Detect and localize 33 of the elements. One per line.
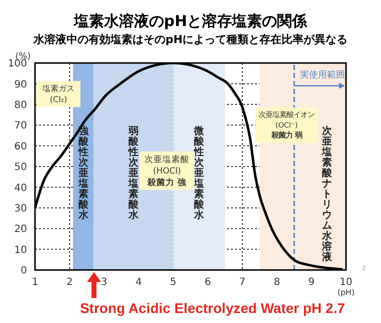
x-tick-label: 1 — [32, 277, 38, 288]
annotation: Strong Acidic Electrolyzed Water pH 2.7 — [78, 300, 345, 316]
y-tick-label: 80 — [14, 100, 27, 111]
y-tick-label: 20 — [14, 224, 27, 236]
y-tick-label: 40 — [14, 182, 27, 194]
text: 微酸性次亜塩素酸水 — [194, 126, 204, 222]
y-tick-label: 60 — [14, 141, 27, 152]
x-tick-label: 4 — [135, 277, 142, 288]
x-tick-label: 5 — [170, 277, 176, 288]
x-tick-label: 9 — [308, 277, 315, 288]
y-tick-label: 0 — [20, 266, 27, 277]
x-tick-label: 7 — [239, 277, 246, 288]
chart-title: 塩素水溶液のpHと溶存塩素の関係 — [72, 12, 308, 31]
x-tick-label: 8 — [274, 277, 280, 288]
annotation: 塩素ガス (Cl₂) — [42, 84, 74, 104]
x-tick-label: 6 — [204, 277, 211, 288]
text: 弱酸性次亜塩素酸水 — [128, 126, 138, 222]
x-tick-label: 10 — [340, 277, 352, 288]
x-tick-label: 2 — [66, 277, 73, 288]
x-axis-title: (pH) — [337, 288, 355, 297]
y-tick-label: 30 — [14, 203, 27, 214]
y-tick-label: 10 — [14, 244, 27, 256]
text: 強酸性次亜塩素酸水 — [78, 126, 88, 222]
text: 次亜塩素酸ナトリウム水溶液 — [322, 126, 332, 264]
y-tick-label: 90 — [14, 79, 27, 90]
ref-line-label: 実使用範囲 — [300, 69, 346, 80]
y-tick-label: 70 — [14, 120, 27, 132]
x-tick-label: 3 — [100, 277, 108, 288]
chart-subtitle: 水溶液中の有効塩素はそのpHによって種類と存在比率が異なる — [32, 32, 349, 47]
line-series — [35, 63, 344, 270]
y-tick-label: 50 — [14, 162, 27, 174]
annotation: 次亜塩素酸 (HOCl) 殺菌力 強 — [144, 154, 190, 188]
y-tick-label: 100 — [8, 58, 27, 70]
